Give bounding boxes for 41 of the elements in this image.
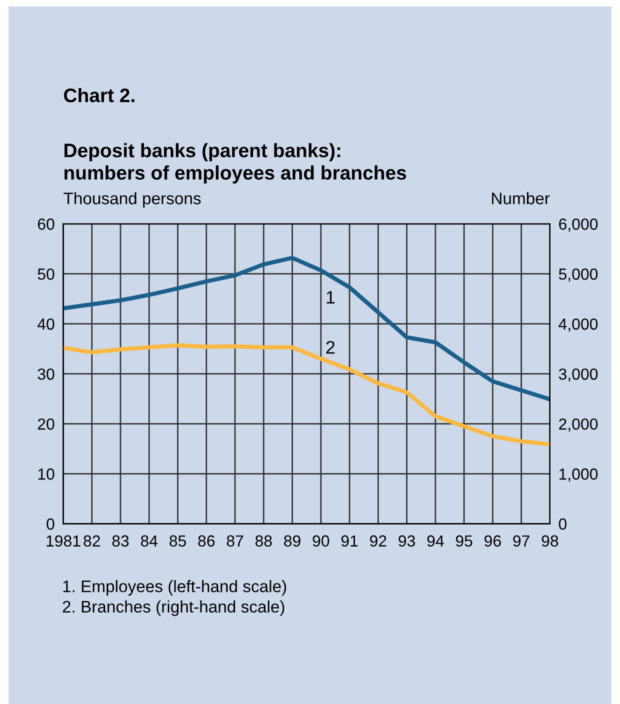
x-tick-label: 86 [198,535,215,547]
x-tick-label: 90 [312,535,330,547]
y2-tick-label: 5,000 [558,268,598,282]
annotation: 2 [326,340,335,354]
annotation: 1 [326,291,335,304]
x-tick-label: 97 [513,535,530,547]
x-tick-label: 96 [484,535,501,547]
chart-title: Chart 2. [64,88,134,102]
x-tick-label: 1981 [46,535,80,547]
y2-tick-label: 4,000 [558,318,598,332]
line-series [63,343,550,446]
x-tick-label: 91 [341,535,358,547]
y-tick-label: 50 [38,268,54,280]
y-tick-label: 40 [38,318,54,330]
y-tick-label: 0 [46,518,54,530]
y-tick-label: 20 [38,418,54,430]
x-tick-label: 88 [255,535,272,547]
y2-tick-label: 0 [558,518,567,530]
x-tick-label: 94 [427,535,444,547]
x-tick-label: 93 [398,535,415,547]
x-tick-label: 83 [112,535,129,547]
text: 1. Employees (left-hand scale) 2. Branches (right-hand scale) [62,580,286,616]
x-tick-label: 92 [370,535,386,547]
x-tick-label: 85 [170,535,186,547]
x-tick-label: 87 [226,535,244,547]
x-tick-label: 84 [140,535,158,547]
y-tick-label: 60 [38,218,54,230]
y2-tick-label: 1,000 [559,468,598,482]
x-tick-label: 98 [542,535,558,547]
chart-subtitle: Deposit banks (parent banks): numbers of employees and branches [64,143,406,184]
y-axis-title: Thousand persons [64,192,201,208]
y2-tick-label: 3,000 [558,368,598,382]
y2-axis-title: Number [492,192,550,204]
y-tick-label: 10 [38,468,54,480]
x-tick-label: 95 [456,535,472,547]
line-series [63,256,550,402]
y-tick-label: 30 [38,368,54,380]
y2-tick-label: 6,000 [559,218,598,232]
x-tick-label: 82 [84,535,100,547]
x-tick-label: 89 [284,535,300,547]
y2-tick-label: 2,000 [559,418,598,432]
